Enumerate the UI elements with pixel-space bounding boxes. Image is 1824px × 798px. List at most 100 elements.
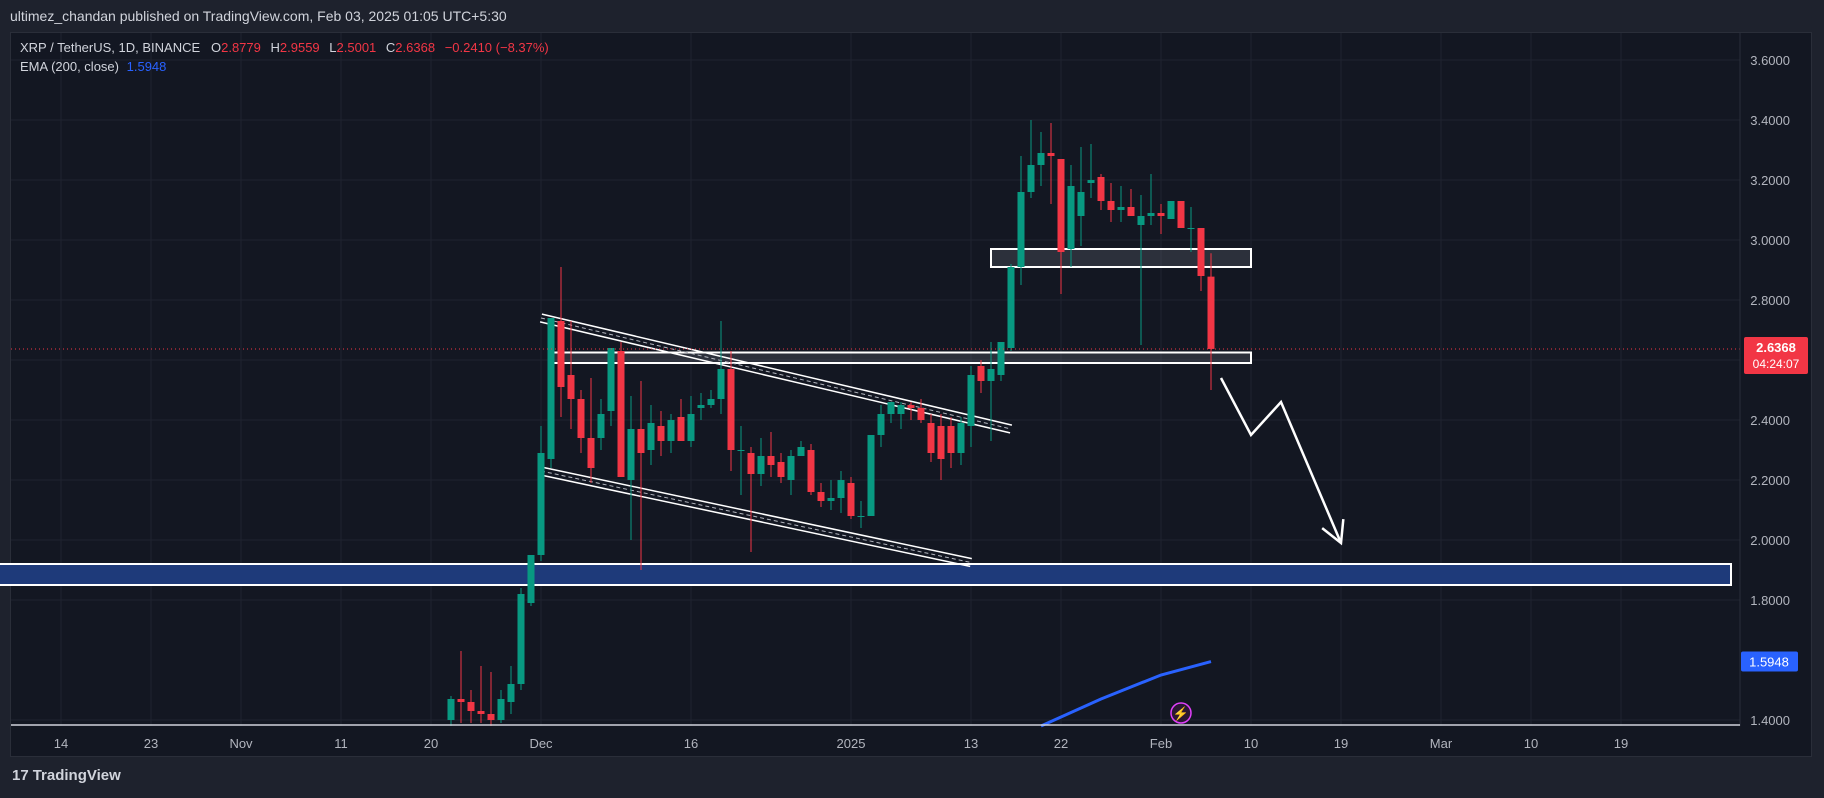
breakdown-box: [550, 351, 1252, 364]
candle: [977, 360, 985, 393]
candle-body: [587, 438, 595, 468]
candle-body: [857, 516, 865, 517]
candle: [567, 321, 575, 429]
channel-rail: [541, 466, 972, 560]
candle: [757, 438, 765, 486]
candle-body: [667, 420, 675, 441]
candle-body: [467, 702, 475, 711]
candle-body: [637, 429, 645, 453]
ema-price-tag: 1.5948: [1741, 651, 1798, 672]
candle: [987, 342, 995, 441]
candle: [867, 435, 875, 516]
candle: [847, 477, 855, 519]
x-tick-label: 10: [1524, 736, 1538, 751]
candle-body: [577, 399, 585, 438]
candle-body: [1197, 228, 1205, 276]
candle-body: [997, 342, 1005, 375]
candle-body: [717, 369, 725, 399]
channel-rail: [539, 321, 1011, 434]
candle-body: [537, 453, 545, 555]
chart-legend: XRP / TetherUS, 1D, BINANCE O2.8779 H2.9…: [20, 38, 555, 76]
tradingview-footer[interactable]: 17 TradingView: [12, 767, 121, 784]
candle: [627, 396, 635, 540]
x-tick-label: 16: [684, 736, 698, 751]
candle-body: [897, 405, 905, 414]
candle-body: [867, 435, 875, 516]
change-value: −0.2410 (−8.37%): [444, 40, 549, 55]
channel-midline: [540, 470, 972, 563]
candle-body: [547, 318, 555, 459]
candle: [587, 378, 595, 483]
ema-tag-bg: [1741, 651, 1798, 672]
candle: [857, 501, 865, 528]
last-price-value: 2.6368: [1756, 340, 1796, 355]
candle-body: [747, 453, 755, 474]
x-tick-label: Mar: [1430, 736, 1453, 751]
x-tick-label: 10: [1244, 736, 1258, 751]
candle-body: [787, 456, 795, 480]
channel-midline: [540, 317, 1012, 430]
candle: [657, 411, 665, 456]
candle: [497, 690, 505, 723]
candle: [517, 588, 525, 690]
candle-body: [447, 699, 455, 720]
candle: [507, 666, 515, 714]
candle-body: [1117, 207, 1125, 210]
y-tick-label: 2.2000: [1750, 473, 1790, 488]
candle-body: [987, 369, 995, 381]
candle-body: [1087, 180, 1095, 183]
candle-body: [937, 426, 945, 459]
candle-body: [1147, 213, 1155, 216]
candle-body: [477, 711, 485, 714]
chart-frame[interactable]: [10, 32, 1812, 757]
candle-body: [527, 555, 535, 603]
candle: [1077, 147, 1085, 246]
ema-tag-value: 1.5948: [1749, 655, 1789, 670]
low-label: L: [329, 40, 337, 55]
projection-arrowhead: [1321, 518, 1345, 546]
y-tick-label: 2.8000: [1750, 293, 1790, 308]
candle-body: [877, 414, 885, 435]
candle-body: [1137, 216, 1145, 225]
candle: [1027, 120, 1035, 198]
close-label: C: [385, 40, 396, 55]
candle-body: [1037, 153, 1045, 165]
open-label: O: [210, 40, 222, 55]
y-tick-label: 1.8000: [1750, 593, 1790, 608]
price-tags: 2.6368 04:24:07 1.5948: [1741, 336, 1808, 672]
candle-body: [1017, 192, 1025, 267]
x-tick-label: 19: [1614, 736, 1628, 751]
candle-body: [817, 492, 825, 501]
ema-row[interactable]: EMA (200, close) 1.5948: [20, 57, 555, 76]
candle: [617, 342, 625, 477]
candle-body: [567, 375, 575, 399]
candle: [547, 318, 555, 468]
candle-body: [657, 426, 665, 441]
candle-body: [737, 450, 745, 451]
candle-body: [697, 405, 705, 408]
candle-body: [597, 414, 605, 438]
candle-body: [967, 375, 975, 426]
symbol-row: XRP / TetherUS, 1D, BINANCE O2.8779 H2.9…: [20, 38, 555, 57]
candle-body: [887, 402, 895, 414]
candle-body: [707, 399, 715, 405]
channel-rail: [541, 313, 1013, 426]
candle: [807, 444, 815, 495]
low-value: 2.5001: [336, 40, 377, 55]
candle: [967, 366, 975, 447]
candle: [487, 672, 495, 726]
candle-body: [1047, 153, 1055, 156]
symbol-name[interactable]: XRP / TetherUS, 1D, BINANCE: [20, 40, 201, 55]
tradingview-logo-icon: 17: [12, 767, 29, 784]
candle-body: [947, 426, 955, 453]
candle-body: [957, 423, 965, 453]
candle: [667, 414, 675, 453]
candle-body: [1207, 276, 1215, 349]
candle-body: [727, 369, 735, 450]
candle: [637, 381, 645, 570]
publisher-header: ultimez_chandan published on TradingView…: [0, 0, 1824, 32]
candle-body: [627, 429, 635, 480]
ema-label: EMA (200, close): [20, 59, 119, 74]
candle: [777, 453, 785, 483]
